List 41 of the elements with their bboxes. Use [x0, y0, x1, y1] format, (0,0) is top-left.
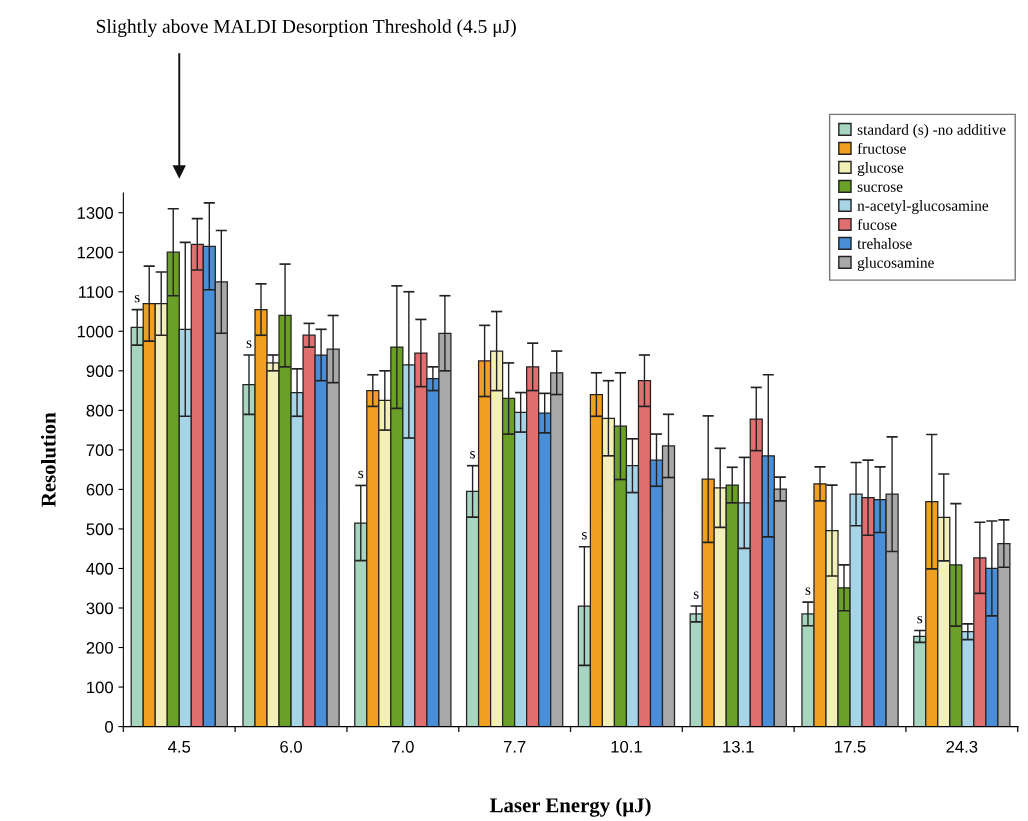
legend-label: trehalose	[857, 238, 912, 249]
y-tick-label: 1200	[77, 246, 113, 259]
x-tick-label: 7.7	[503, 741, 526, 753]
x-axis-title: Laser Energy (μJ)	[489, 797, 651, 817]
x-tick-label: 7.0	[392, 740, 414, 753]
legend-label: fucose	[857, 218, 897, 230]
x-tick-label: 24.3	[946, 740, 978, 753]
annotation: s	[246, 340, 252, 348]
y-tick-label: 700	[86, 444, 113, 457]
annotation: s	[582, 532, 587, 540]
x-tick-label: 13.1	[723, 740, 754, 753]
y-tick-label: 100	[87, 681, 113, 694]
y-tick-label: 1000	[77, 325, 113, 338]
legend-label: n-acetyl-glucosamine	[857, 200, 989, 214]
y-tick-label: 500	[86, 523, 113, 536]
annotation: s	[470, 451, 475, 459]
x-tick-label: 4.5	[168, 741, 191, 753]
y-tick-label: 900	[86, 365, 113, 378]
text: Slightly above MALDI Desorption Threshold (4.5 μJ)	[96, 19, 516, 37]
annotation: s	[805, 587, 811, 595]
x-tick-label: 10.1	[611, 740, 642, 753]
legend-label: glucosamine	[857, 257, 934, 271]
legend-label: sucrose	[857, 184, 903, 192]
y-tick-label: 300	[86, 602, 113, 615]
annotation: s	[358, 470, 364, 479]
y-tick-label: 600	[86, 483, 113, 496]
annotation: s	[693, 591, 699, 599]
y-tick-label: 800	[86, 404, 113, 417]
y-tick-label: 200	[86, 641, 113, 654]
y-tick-label: 1100	[79, 286, 113, 298]
x-tick-label: 6.0	[280, 740, 302, 753]
annotation: s	[134, 294, 140, 303]
legend-label: glucose	[857, 162, 904, 176]
y-axis-title: Resolution	[41, 412, 56, 507]
annotation: s	[917, 615, 923, 624]
legend-label: fructose	[857, 142, 906, 154]
legend-label: standard (s) -no additive	[857, 124, 1006, 138]
y-tick-label: 1300	[77, 207, 113, 219]
y-tick-label: 0	[105, 720, 113, 733]
x-tick-label: 17.5	[835, 741, 866, 753]
y-tick-label: 400	[86, 562, 113, 575]
